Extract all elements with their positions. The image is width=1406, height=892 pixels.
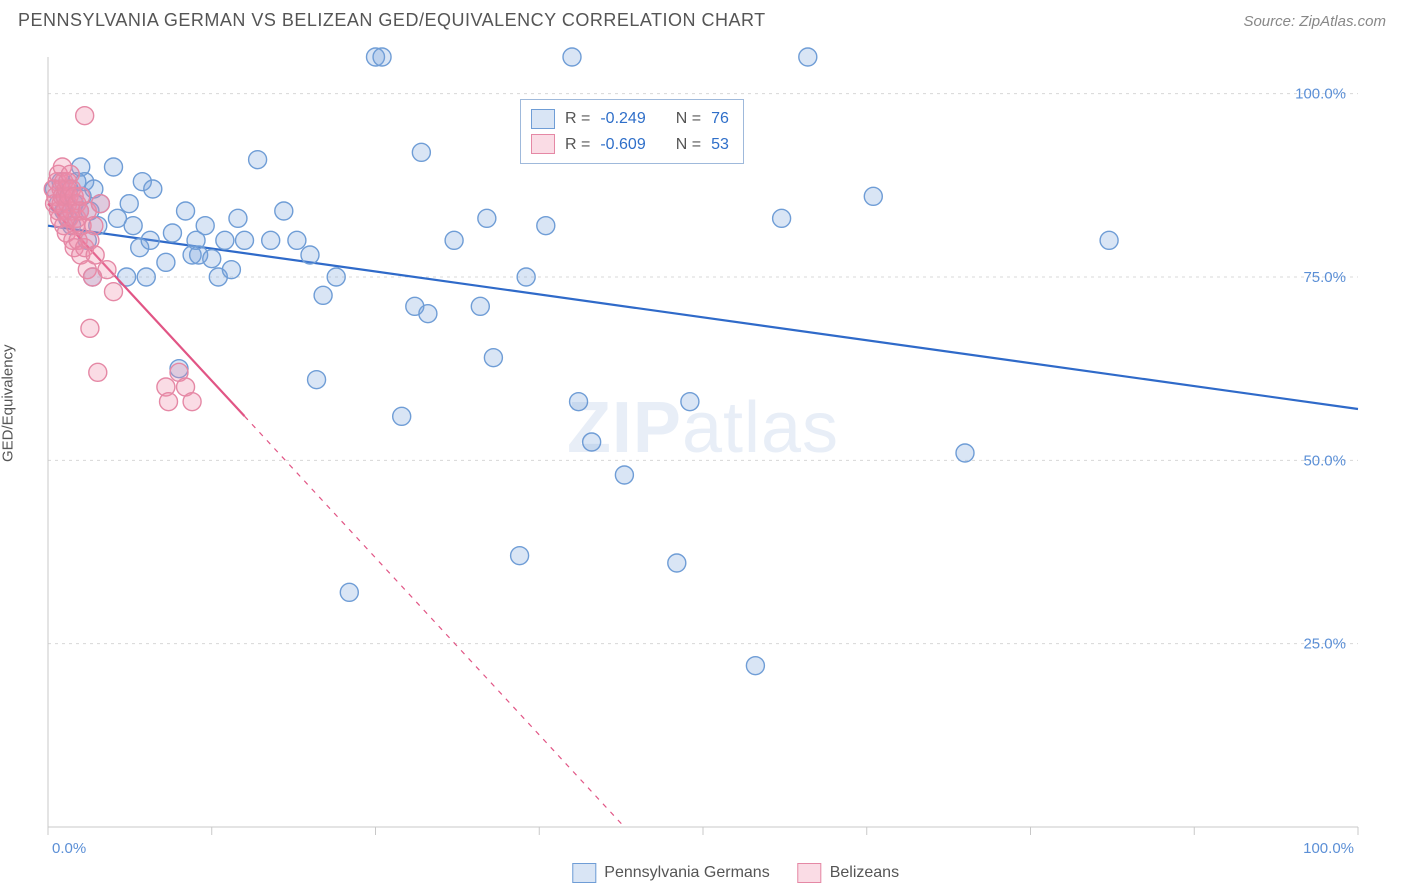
legend-label: Pennsylvania Germans xyxy=(604,864,769,882)
r-label: R = xyxy=(565,106,590,132)
r-value: -0.249 xyxy=(600,106,645,132)
bottom-legend: Pennsylvania Germans Belizeans xyxy=(572,863,899,883)
legend-label: Belizeans xyxy=(830,864,899,882)
n-value: 76 xyxy=(711,106,729,132)
correlation-stats-box: R = -0.249 N = 76 R = -0.609 N = 53 xyxy=(520,99,744,164)
legend-item: Belizeans xyxy=(798,863,899,883)
n-label: N = xyxy=(676,106,701,132)
svg-text:100.0%: 100.0% xyxy=(1295,86,1346,103)
n-value: 53 xyxy=(711,132,729,158)
legend-swatch xyxy=(798,863,822,883)
stat-row: R = -0.249 N = 76 xyxy=(531,106,729,132)
y-axis-label: GED/Equivalency xyxy=(0,344,17,462)
stat-row: R = -0.609 N = 53 xyxy=(531,132,729,158)
r-label: R = xyxy=(565,132,590,158)
svg-text:100.0%: 100.0% xyxy=(1303,840,1354,857)
stat-swatch xyxy=(531,134,555,154)
source-label: Source: ZipAtlas.com xyxy=(1243,13,1386,30)
svg-text:25.0%: 25.0% xyxy=(1303,636,1346,653)
chart-area: GED/Equivalency 25.0% 50.0% 75.0% 100.0% 0.0… xyxy=(0,37,1406,887)
svg-text:75.0%: 75.0% xyxy=(1303,269,1346,286)
legend-item: Pennsylvania Germans xyxy=(572,863,769,883)
svg-text:50.0%: 50.0% xyxy=(1303,452,1346,469)
stat-swatch xyxy=(531,109,555,129)
svg-text:0.0%: 0.0% xyxy=(52,840,86,857)
legend-swatch xyxy=(572,863,596,883)
r-value: -0.609 xyxy=(600,132,645,158)
chart-title: PENNSYLVANIA GERMAN VS BELIZEAN GED/EQUI… xyxy=(18,10,766,31)
n-label: N = xyxy=(676,132,701,158)
